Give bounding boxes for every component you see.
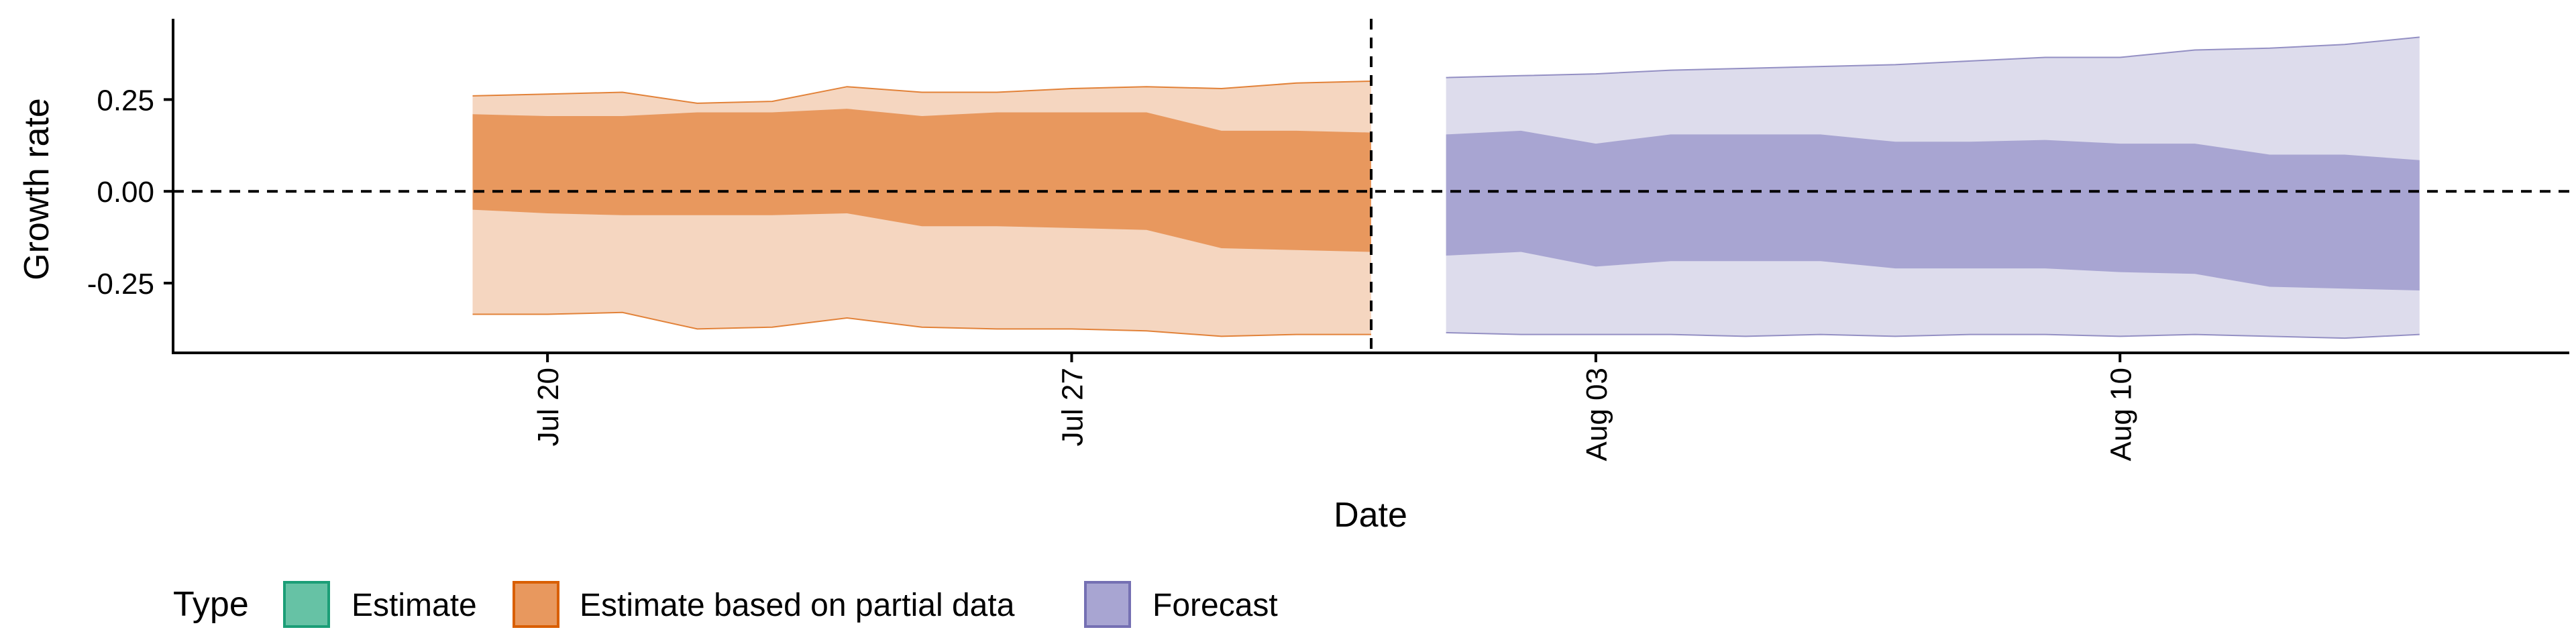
forecast-inner-band [1446,130,2420,290]
y-tick-labels: 0.25 0.00 -0.25 [87,84,154,301]
x-tick-label: Aug 03 [1580,368,1613,461]
legend-item-estimate: Estimate [283,581,477,628]
x-axis-title: Date [1334,496,1407,535]
legend-label: Forecast [1152,588,1278,623]
series-forecast [1446,36,2420,339]
reference-lines [173,19,2569,353]
y-tick-label: 0.00 [97,176,154,209]
estimate-based-on-partial-data-upper-edge [472,80,1372,104]
forecast-lower-edge [1446,331,2420,339]
y-tick-label: 0.25 [97,84,154,117]
x-tick-label: Jul 20 [532,368,565,446]
legend: Type Estimate Estimate based on partial d… [173,581,1278,628]
legend-swatch [513,581,559,628]
legend-label: Estimate [352,588,477,623]
forecast-upper-edge [1446,36,2420,78]
legend-title: Type [173,585,249,624]
estimate-based-on-partial-data-lower-edge [472,311,1371,337]
legend-item-forecast: Forecast [1084,581,1278,628]
x-tick-label: Aug 10 [2104,368,2137,461]
estimate-based-on-partial-data-inner-band [472,109,1371,252]
legend-swatch [283,581,330,628]
legend-item-estimate-based-on-partial-data: Estimate based on partial data [513,581,1015,628]
y-axis-title: Growth rate [17,98,56,280]
legend-label: Estimate based on partial data [580,588,1015,623]
x-tick-labels: Jul 20 Jul 27 Aug 03 Aug 10 [532,368,2137,461]
y-tick-label: -0.25 [87,268,154,301]
legend-swatch [1084,581,1131,628]
series-bands [472,36,2420,339]
series-estimate-based-on-partial-data [472,80,1372,337]
axes [164,19,2569,362]
x-tick-label: Jul 27 [1057,368,1089,446]
